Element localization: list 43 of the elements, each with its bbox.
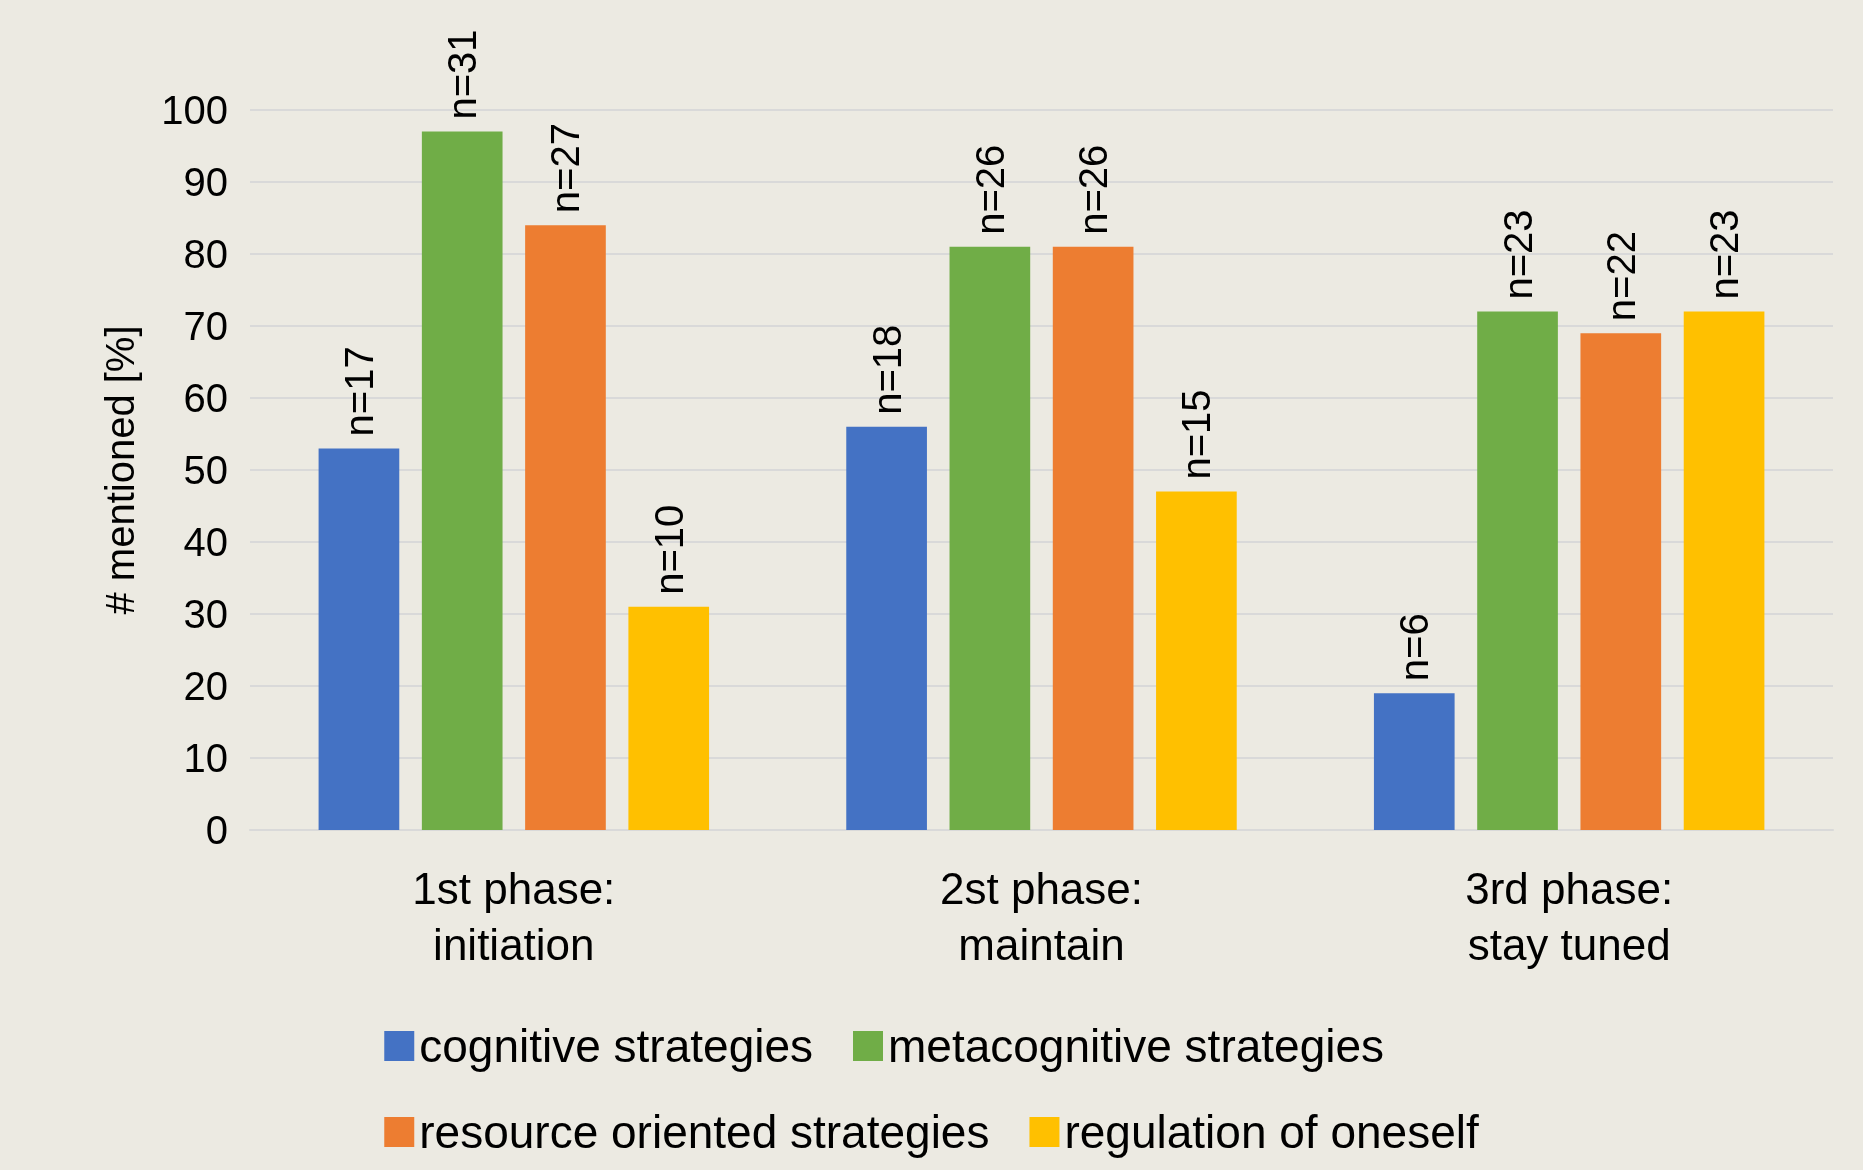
annotation: n=23 [1495, 209, 1540, 300]
y-tick-label: 80 [183, 232, 228, 276]
y-tick-label: 30 [183, 592, 228, 636]
x-tick-label: 2st phase: maintain [939, 863, 1144, 969]
legend-label: cognitive strategies [419, 1020, 814, 1072]
legend-label: regulation of oneself [1064, 1106, 1479, 1158]
y-tick-label: 70 [183, 304, 228, 348]
bar [318, 448, 400, 830]
y-tick-label: 40 [183, 520, 228, 564]
annotation: n=6 [1392, 613, 1437, 682]
annotation: n=17 [336, 346, 381, 437]
annotation: n=31 [440, 29, 485, 120]
y-tick-label: 50 [183, 448, 228, 492]
x-tick-label: 3rd phase: stay tuned [1465, 863, 1674, 969]
annotation: n=18 [864, 324, 909, 415]
y-tick-label: 0 [205, 808, 228, 852]
y-axis-title: # mentioned [%] [98, 325, 142, 615]
annotation: n=26 [1071, 144, 1116, 235]
y-tick-label: 20 [183, 664, 228, 708]
bar [421, 131, 503, 830]
bar [949, 246, 1031, 830]
annotation: n=10 [646, 504, 691, 595]
bar [1156, 491, 1237, 830]
annotation: n=23 [1702, 209, 1747, 300]
annotation: n=22 [1598, 231, 1643, 322]
x-tick-label: 1st phase: initiation [412, 863, 616, 969]
bar [628, 606, 710, 830]
bar [525, 225, 606, 830]
bar [1373, 693, 1455, 830]
y-tick-label: 10 [183, 736, 228, 780]
legend-label: metacognitive strategies [888, 1020, 1385, 1072]
annotation: n=26 [967, 144, 1012, 235]
y-tick-label: 100 [161, 88, 228, 132]
annotation: n=15 [1174, 389, 1219, 480]
legend-label: resource oriented strategies [419, 1106, 990, 1158]
bar [1477, 311, 1558, 830]
bar [846, 426, 927, 830]
y-tick-label: 90 [183, 160, 228, 204]
bar [1580, 333, 1662, 830]
bar [1683, 311, 1765, 830]
y-tick-label: 60 [183, 376, 228, 420]
bar [1052, 246, 1134, 830]
annotation: n=27 [543, 123, 588, 214]
